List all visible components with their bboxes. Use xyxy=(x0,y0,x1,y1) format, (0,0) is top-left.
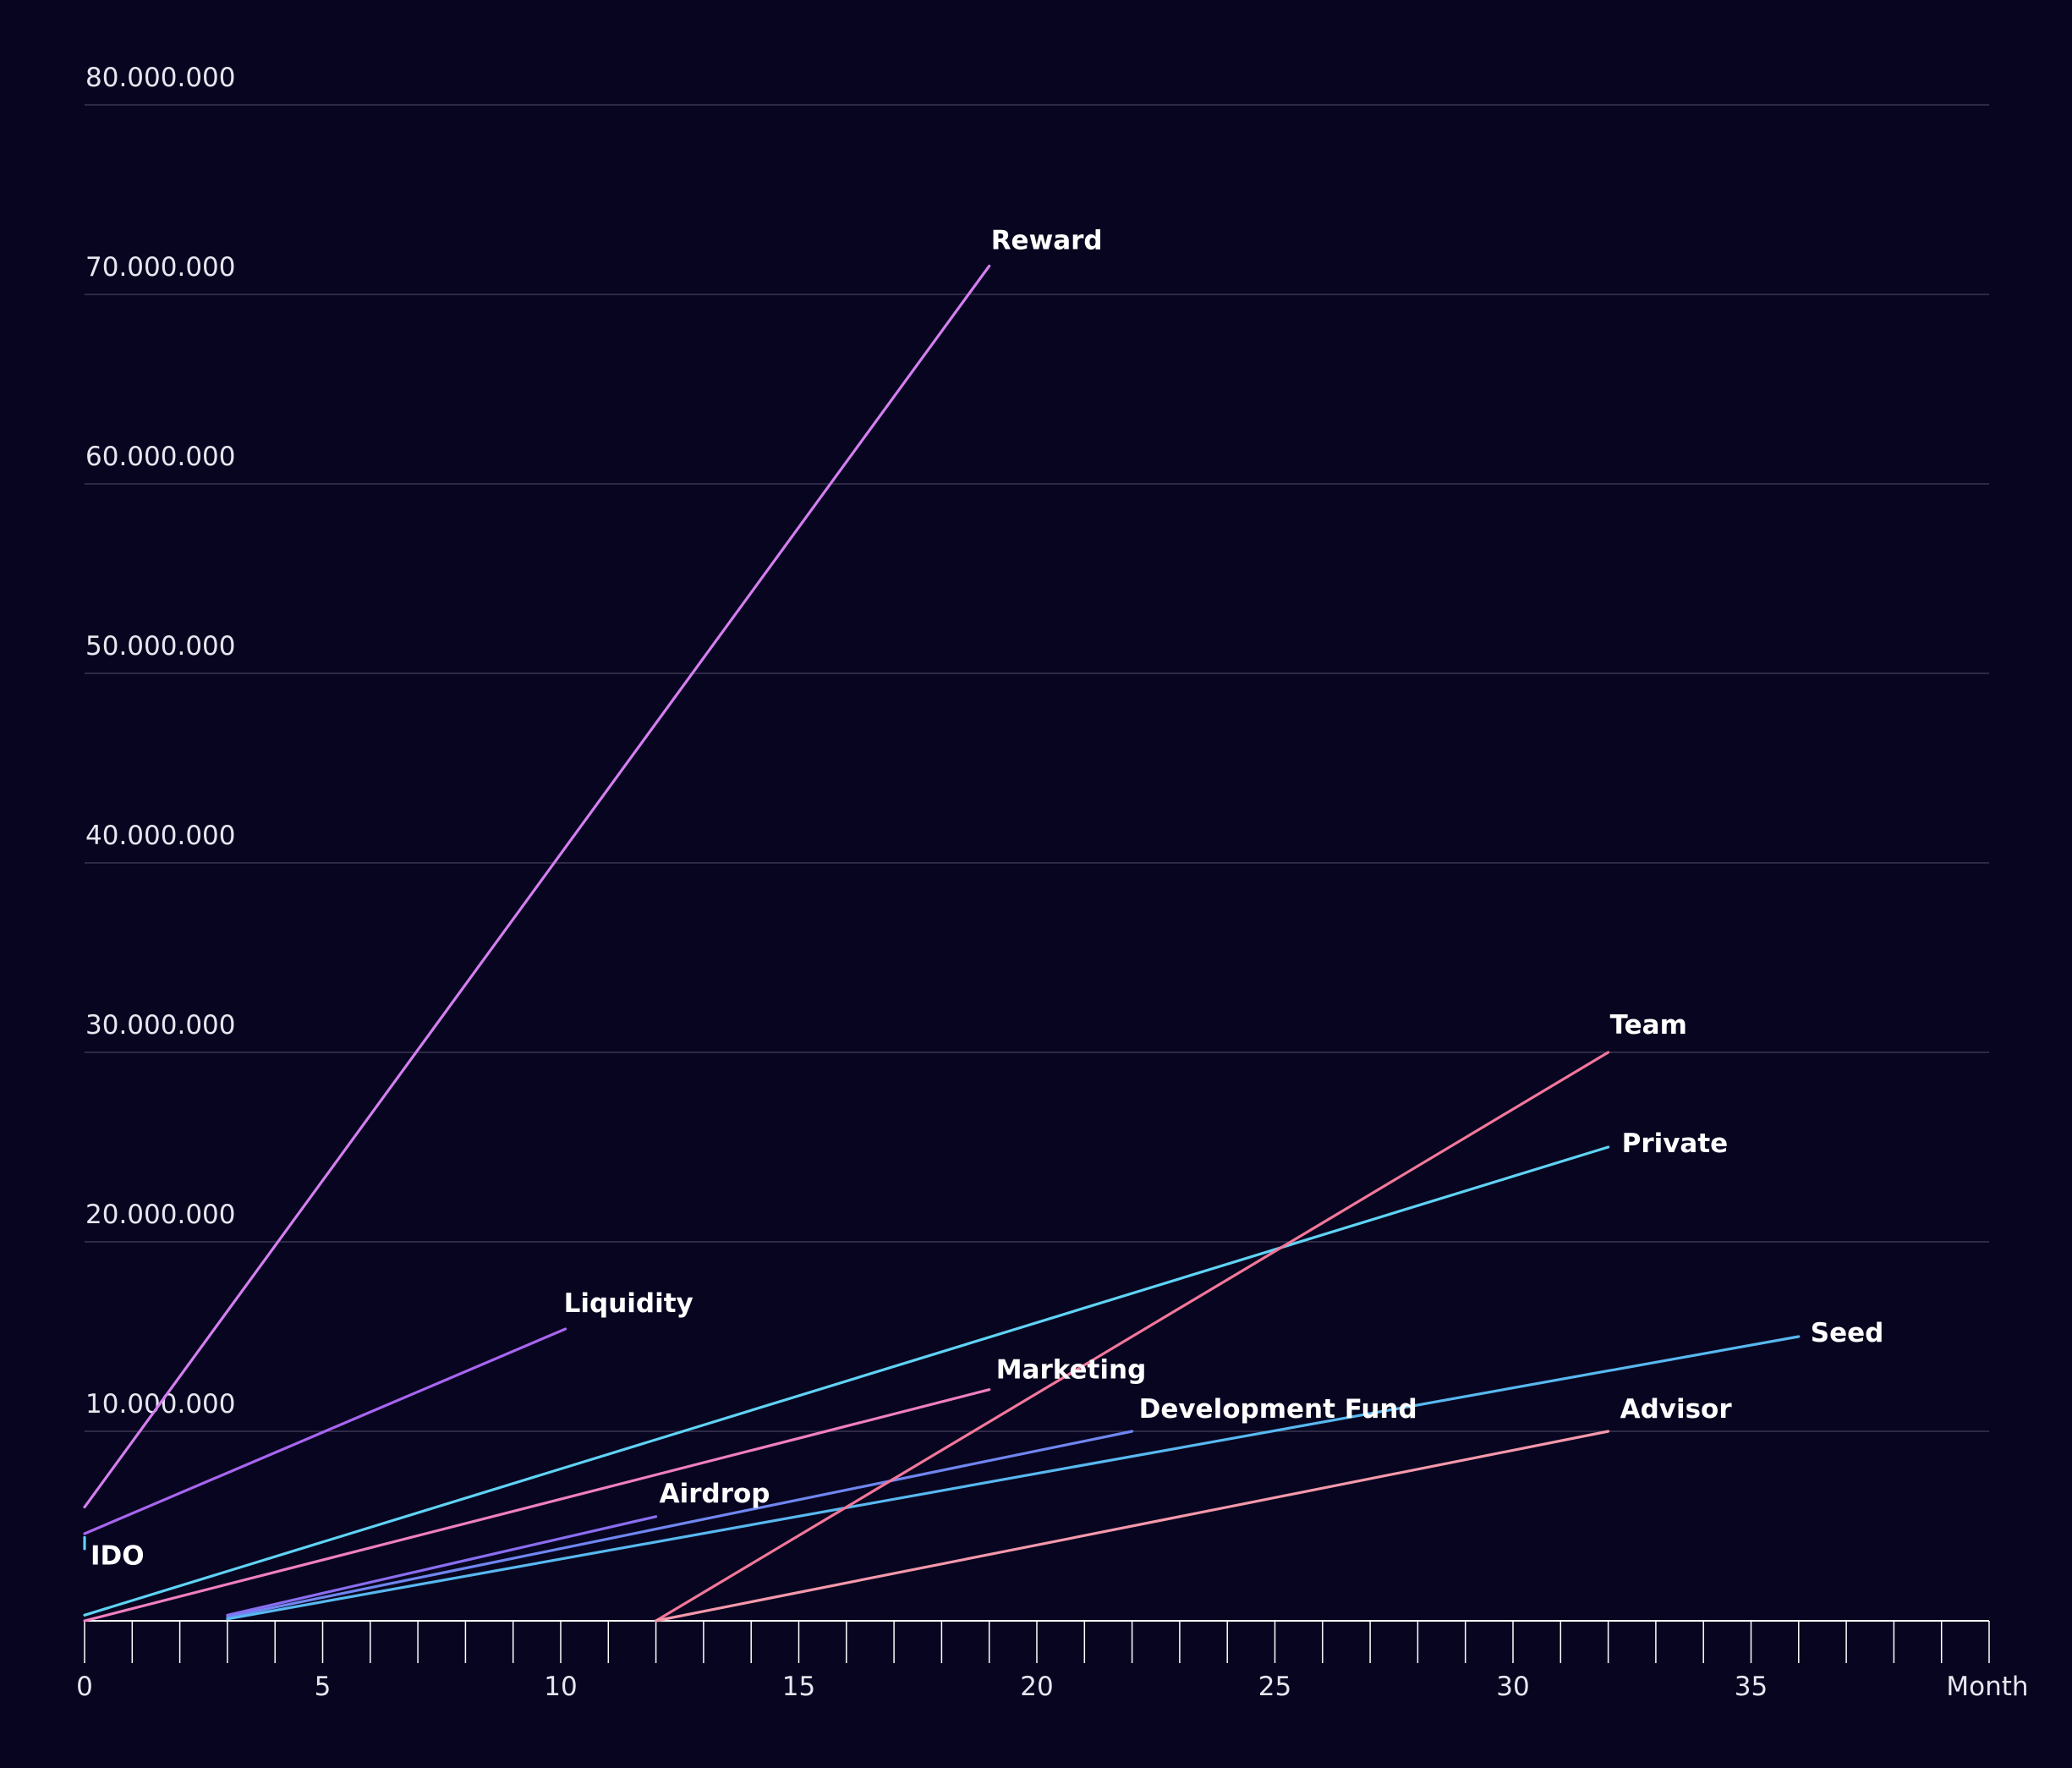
series-label-seed: Seed xyxy=(1811,1318,1884,1348)
y-tick-label: 70.000.000 xyxy=(85,252,236,283)
series-line-airdrop xyxy=(226,1515,658,1617)
x-tick-label: 20 xyxy=(1020,1672,1053,1702)
y-tick-label: 60.000.000 xyxy=(85,442,236,472)
x-tick-label: 15 xyxy=(782,1672,815,1702)
series-label-liquidity: Liquidity xyxy=(564,1288,693,1319)
series-line-liquidity xyxy=(83,1327,567,1535)
y-tick-label: 50.000.000 xyxy=(85,631,236,662)
series-line-private xyxy=(83,1145,1610,1617)
series-line-seed xyxy=(226,1335,1801,1621)
x-axis: 0 5 10 15 20 25 30 35 Month xyxy=(76,1620,2029,1702)
series-line-advisor xyxy=(654,1430,1610,1622)
x-tick-label: 10 xyxy=(544,1672,577,1702)
series-label-airdrop: Airdrop xyxy=(660,1479,770,1509)
x-tick-label: 5 xyxy=(315,1672,332,1702)
y-axis-tick-labels: 10.000.00020.000.00030.000.00040.000.000… xyxy=(85,63,236,1419)
series-line-development-fund xyxy=(226,1430,1134,1619)
series-label-ido: IDO xyxy=(90,1540,145,1571)
y-tick-label: 80.000.000 xyxy=(85,63,236,93)
x-tick-label: 0 xyxy=(76,1672,93,1702)
series-line-reward xyxy=(83,264,991,1509)
x-tick-label: 35 xyxy=(1735,1672,1768,1702)
y-tick-label: 40.000.000 xyxy=(85,821,236,851)
x-tick-label: 30 xyxy=(1496,1672,1529,1702)
series-line-team xyxy=(654,1051,1610,1622)
series-lines xyxy=(83,264,1801,1622)
series-labels: Reward Liquidity IDO Private Marketing Airdro… xyxy=(90,225,1883,1571)
series-label-team: Team xyxy=(1610,1010,1687,1040)
y-tick-label: 20.000.000 xyxy=(85,1200,236,1230)
series-line-marketing xyxy=(83,1388,991,1622)
y-tick-label: 30.000.000 xyxy=(85,1010,236,1040)
x-tick-label: 25 xyxy=(1258,1672,1291,1702)
x-axis-title: Month xyxy=(1946,1672,2028,1702)
series-label-development-fund: Development Fund xyxy=(1139,1394,1417,1425)
series-label-reward: Reward xyxy=(991,225,1103,255)
gridlines xyxy=(85,104,1989,1432)
series-label-private: Private xyxy=(1622,1128,1729,1159)
series-label-marketing: Marketing xyxy=(996,1355,1147,1386)
series-label-advisor: Advisor xyxy=(1620,1394,1733,1425)
